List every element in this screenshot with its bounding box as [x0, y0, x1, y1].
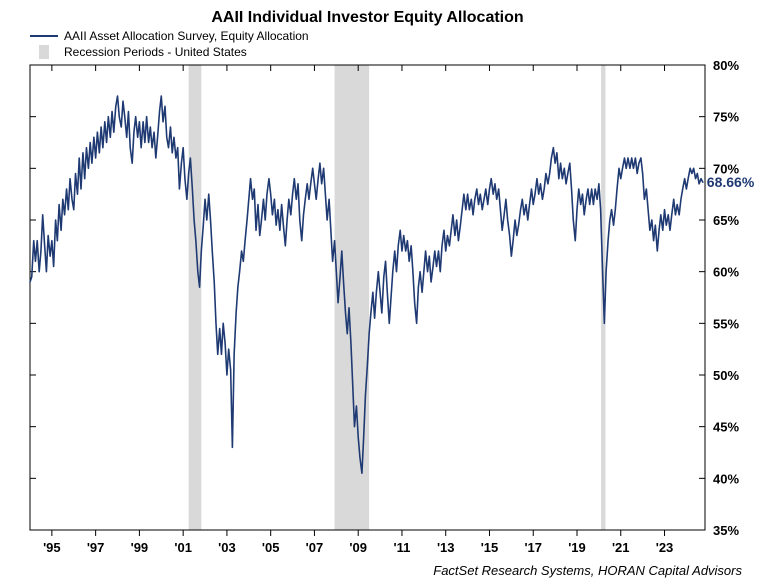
- legend-swatch-band: [39, 45, 49, 59]
- recession-band: [189, 65, 202, 530]
- source-attribution: FactSet Research Systems, HORAN Capital …: [433, 563, 742, 578]
- chart-title: AAII Individual Investor Equity Allocati…: [211, 9, 523, 26]
- x-tick-label: '23: [656, 540, 674, 555]
- x-tick-label: '17: [524, 540, 542, 555]
- last-value-label: 68.66%: [707, 174, 755, 190]
- x-tick-label: '19: [568, 540, 586, 555]
- y-tick-label: 35%: [713, 523, 739, 538]
- y-tick-label: 55%: [713, 316, 739, 331]
- x-tick-label: '97: [87, 540, 105, 555]
- x-tick-label: '99: [131, 540, 149, 555]
- chart-container: AAII Individual Investor Equity Allocati…: [0, 0, 760, 587]
- x-tick-label: '01: [174, 540, 192, 555]
- y-tick-label: 80%: [713, 58, 739, 73]
- y-tick-label: 75%: [713, 110, 739, 125]
- x-tick-label: '03: [218, 540, 236, 555]
- chart-svg: AAII Individual Investor Equity Allocati…: [0, 0, 760, 587]
- y-tick-label: 40%: [713, 471, 739, 486]
- x-tick-label: '15: [481, 540, 499, 555]
- x-tick-label: '13: [437, 540, 455, 555]
- x-tick-label: '07: [306, 540, 324, 555]
- x-tick-label: '95: [43, 540, 61, 555]
- legend-label: Recession Periods - United States: [64, 45, 247, 59]
- x-tick-label: '05: [262, 540, 280, 555]
- y-tick-label: 50%: [713, 368, 739, 383]
- recession-band: [335, 65, 370, 530]
- legend-label: AAII Asset Allocation Survey, Equity All…: [64, 29, 309, 43]
- y-tick-label: 45%: [713, 420, 739, 435]
- x-tick-label: '09: [349, 540, 367, 555]
- x-tick-label: '21: [612, 540, 630, 555]
- y-tick-label: 60%: [713, 265, 739, 280]
- x-tick-label: '11: [394, 540, 411, 555]
- y-tick-label: 65%: [713, 213, 739, 228]
